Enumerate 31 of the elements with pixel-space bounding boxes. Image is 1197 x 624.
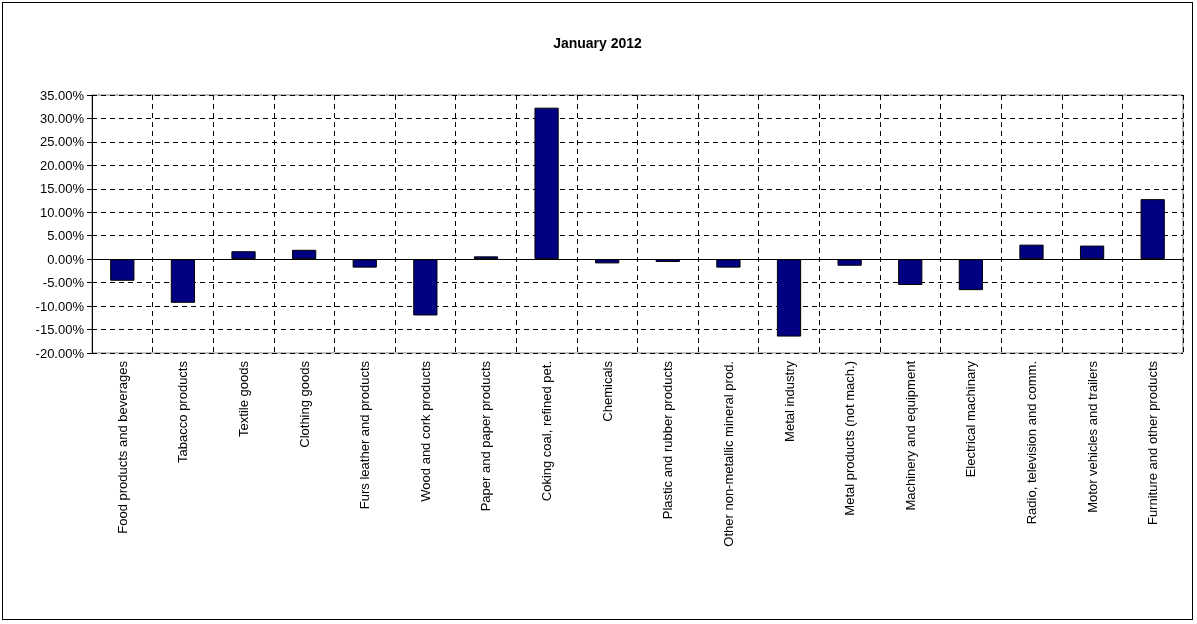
chart-title: January 2012 <box>553 35 643 51</box>
y-tick-label: 5.00% <box>47 228 85 244</box>
y-tick-label: 20.00% <box>39 157 85 173</box>
x-tick-label: Furniture and other products <box>1145 360 1161 526</box>
x-tick-label: Other non-metallic mineral prod. <box>720 361 736 547</box>
x-tick-label: Coking coal, refined pet. <box>539 361 555 502</box>
x-tick-label: Clothing goods <box>296 360 312 448</box>
x-tick-label: Metal industry <box>781 360 797 442</box>
y-tick-label: -10.00% <box>35 298 85 314</box>
x-tick-label: Chemicals <box>599 360 615 422</box>
y-tick-label: -15.00% <box>35 322 85 338</box>
y-tick-label: 25.00% <box>39 134 85 150</box>
y-tick-label: -5.00% <box>42 275 85 291</box>
x-tick-label: Tabacco products <box>175 360 191 463</box>
x-tick-label: Electrical machinary <box>963 360 979 478</box>
x-tick-label: Wood and cork products <box>417 360 433 502</box>
x-tick-label: Food products and beverages <box>114 360 130 534</box>
x-tick-label: Metal products (not mach.) <box>842 361 858 516</box>
y-tick-label: 15.00% <box>39 181 85 197</box>
x-tick-label: Plastic and rubber products <box>660 360 676 520</box>
x-tick-label: Radio, television and comm. <box>1023 361 1039 525</box>
y-tick-label: -20.00% <box>35 345 85 361</box>
x-tick-label: Furs leather and products <box>357 360 373 510</box>
x-tick-label: Machinery and equipment <box>902 360 918 511</box>
x-tick-label: Textile goods <box>236 360 252 437</box>
y-tick-label: 0.00% <box>47 251 85 267</box>
x-tick-label: Paper and paper products <box>478 360 494 512</box>
y-tick-label: 35.00% <box>39 87 85 103</box>
y-tick-label: 30.00% <box>39 110 85 126</box>
x-tick-label: Motor vehicles and trailers <box>1084 360 1100 513</box>
y-tick-label: 10.00% <box>39 204 85 220</box>
